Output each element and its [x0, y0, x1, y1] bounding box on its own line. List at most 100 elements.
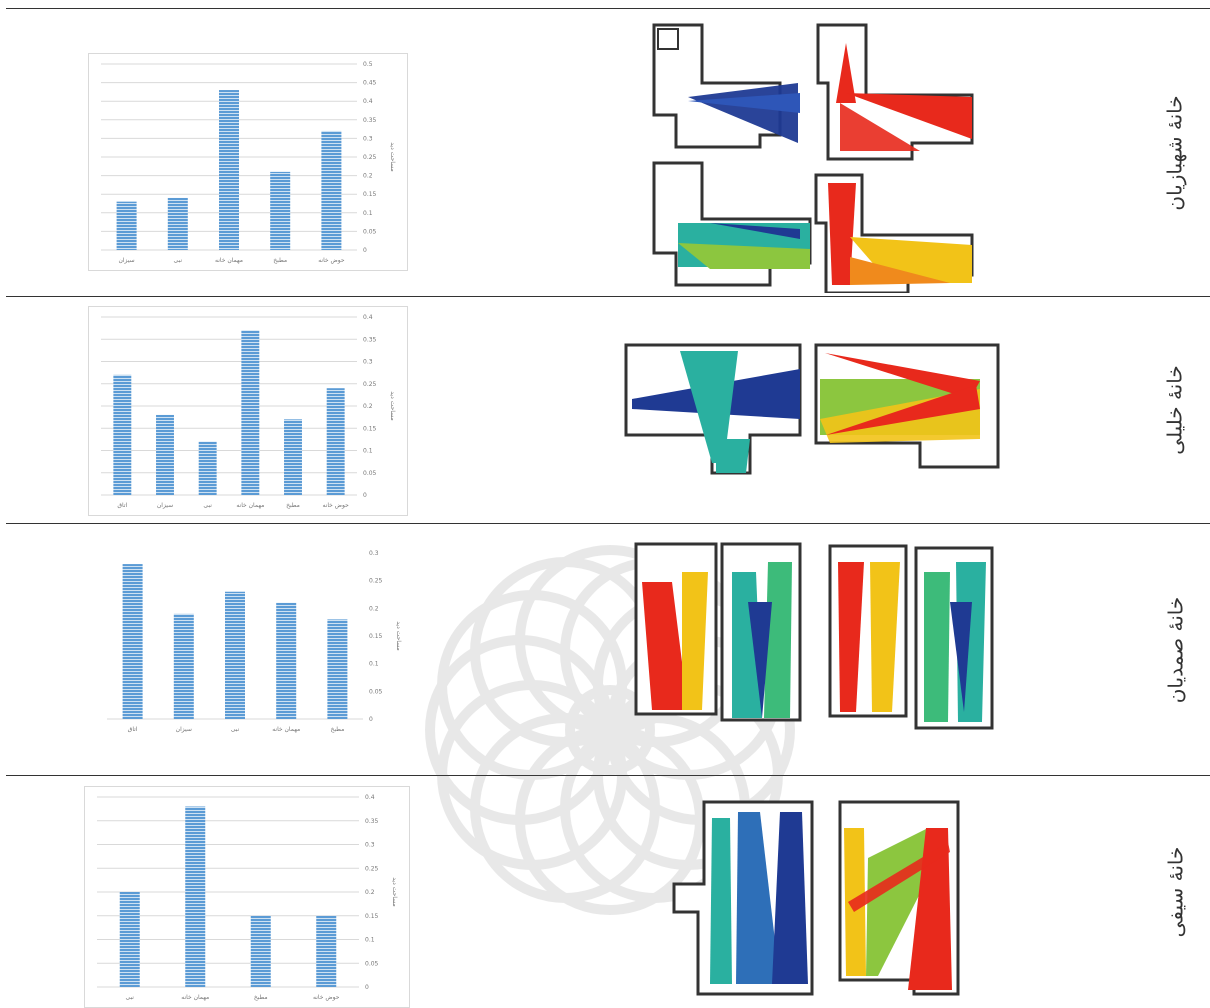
table-rule-2 — [6, 523, 1210, 524]
plan-3a — [634, 542, 802, 722]
house-label-1: خانۀ شهبازیان — [1150, 9, 1200, 296]
x-tick-label: مطبخ — [330, 726, 344, 733]
x-tick-label: سیزان — [118, 257, 134, 264]
house-label-4: خانۀ سیفی — [1150, 776, 1200, 1008]
bar — [119, 892, 140, 987]
y-tick-label: 0.2 — [363, 173, 373, 180]
y-tick-label: 0.4 — [365, 794, 375, 801]
y-tick-label: 0.15 — [369, 633, 383, 640]
table-rule-3 — [6, 775, 1210, 776]
house-row-2: 0.4 0.35 0.3 0.25 0.2 0.15 0.1 0.05 0 مساحت دید ات… — [0, 297, 1210, 523]
x-tick-label: مهمان خانه — [215, 257, 243, 264]
y-tick-label: 0.5 — [363, 61, 373, 68]
house-label-text-2: خانۀ خلیلی — [1163, 365, 1188, 455]
table-rule-1 — [6, 296, 1210, 297]
floor-plan-views-1 — [652, 23, 974, 293]
y-tick-label: 0.3 — [365, 842, 375, 849]
x-tick-label: مهمان خانه — [236, 502, 264, 509]
bar — [250, 915, 271, 987]
x-tick-label: اتاق — [117, 502, 127, 509]
y-tick-label: 0.25 — [363, 381, 377, 388]
y-tick-label: 0.3 — [363, 359, 373, 366]
bar — [198, 441, 217, 495]
bar — [122, 564, 143, 719]
plan-2a — [624, 343, 802, 475]
plan-1d — [814, 173, 974, 293]
y-tick-label: 0.15 — [363, 425, 377, 432]
bar — [156, 414, 174, 495]
plan-4b — [838, 800, 960, 996]
house-label-text-3: خانۀ صمدیان — [1163, 596, 1187, 703]
bar-chart-3: 0.3 0.25 0.2 0.15 0.1 0.05 0 مساحت دید اتاق سیزان… — [94, 542, 414, 740]
bar — [316, 915, 337, 987]
y-tick-label: 0.25 — [369, 578, 383, 585]
y-tick-label: 0.1 — [363, 210, 373, 217]
x-tick-label: اتاق — [128, 726, 138, 733]
house-row-1: 0.5 0.45 0.4 0.35 0.3 0.25 0.2 0.15 0.1 0.05 0 مساح… — [0, 9, 1210, 296]
x-tick-label: حوض خانه — [313, 994, 340, 1001]
house-label-2: خانۀ خلیلی — [1150, 297, 1200, 523]
y-tick-label: 0.35 — [363, 336, 377, 343]
chart-svg-4: 0.4 0.35 0.3 0.25 0.2 0.15 0.1 0.05 0 مساحت دید نب… — [97, 794, 398, 1001]
bar — [225, 591, 245, 719]
house-label-text-1: خانۀ شهبازیان — [1163, 94, 1187, 211]
x-tick-label: مطبخ — [254, 994, 268, 1001]
house-row-4: 0.4 0.35 0.3 0.25 0.2 0.15 0.1 0.05 0 مساحت دید نب… — [0, 776, 1210, 1008]
chart-svg-2: 0.4 0.35 0.3 0.25 0.2 0.15 0.1 0.05 0 مساحت دید ات… — [101, 314, 396, 509]
floor-plan-views-2 — [624, 343, 1000, 475]
plan-1a — [652, 23, 800, 149]
x-tick-label: حوض خانه — [322, 502, 349, 509]
floor-plan-views-4 — [672, 800, 960, 996]
y-axis-label: مساحت دید — [389, 391, 396, 420]
house-label-text-4: خانۀ سیفی — [1163, 846, 1187, 938]
y-tick-label: 0.4 — [363, 98, 373, 105]
house-row-3: 0.3 0.25 0.2 0.15 0.1 0.05 0 مساحت دید اتاق سیزان… — [0, 524, 1210, 775]
y-tick-label: 0.15 — [363, 191, 377, 198]
y-tick-label: 0.35 — [365, 818, 379, 825]
bar — [321, 130, 342, 250]
y-tick-label: 0.15 — [365, 913, 379, 920]
y-tick-label: 0.25 — [363, 154, 377, 161]
x-tick-label: سیزان — [176, 726, 192, 733]
bar-chart-4: 0.4 0.35 0.3 0.25 0.2 0.15 0.1 0.05 0 مساحت دید نب… — [84, 786, 410, 1008]
y-tick-label: 0 — [369, 716, 373, 723]
y-axis-label: مساحت دید — [391, 877, 398, 906]
bar — [270, 171, 291, 250]
x-tick-label: حوض خانه — [318, 257, 345, 264]
y-tick-label: 0.05 — [369, 688, 383, 695]
bar — [327, 619, 348, 719]
bar — [326, 388, 345, 495]
plan-4a — [672, 800, 814, 996]
x-tick-label: مطبخ — [273, 257, 287, 264]
y-tick-label: 0.35 — [363, 117, 377, 124]
y-tick-label: 0.05 — [365, 960, 379, 967]
bar-chart-1: 0.5 0.45 0.4 0.35 0.3 0.25 0.2 0.15 0.1 0.05 0 مساح… — [88, 53, 408, 271]
bar — [284, 419, 302, 495]
y-tick-label: 0.2 — [365, 889, 375, 896]
y-tick-label: 0.3 — [363, 135, 373, 142]
y-axis-label: مساحت دید — [395, 621, 402, 650]
y-tick-label: 0.2 — [369, 605, 379, 612]
y-axis-label: مساحت دید — [389, 142, 396, 171]
chart-svg-3: 0.3 0.25 0.2 0.15 0.1 0.05 0 مساحت دید اتاق سیزان… — [107, 550, 402, 733]
plan-1c — [652, 161, 812, 287]
y-tick-label: 0.2 — [363, 403, 373, 410]
y-tick-label: 0.3 — [369, 550, 379, 557]
bar — [116, 201, 137, 250]
plan-3b — [828, 544, 994, 730]
x-tick-label: مطبخ — [286, 502, 300, 509]
bar-chart-2: 0.4 0.35 0.3 0.25 0.2 0.15 0.1 0.05 0 مساحت دید ات… — [88, 306, 408, 516]
floor-plan-views-3 — [634, 542, 994, 730]
y-tick-label: 0.05 — [363, 228, 377, 235]
y-tick-label: 0 — [365, 984, 369, 991]
x-tick-label: سیزان — [157, 502, 173, 509]
y-tick-label: 0.1 — [369, 661, 379, 668]
x-tick-label: مهمان خانه — [272, 726, 300, 733]
bar — [241, 330, 260, 495]
y-tick-label: 0.1 — [365, 937, 375, 944]
y-tick-label: 0.4 — [363, 314, 373, 321]
bar — [276, 602, 297, 719]
chart-svg-1: 0.5 0.45 0.4 0.35 0.3 0.25 0.2 0.15 0.1 0.05 0 مساح… — [101, 61, 396, 264]
x-tick-label: نبی — [126, 994, 135, 1001]
